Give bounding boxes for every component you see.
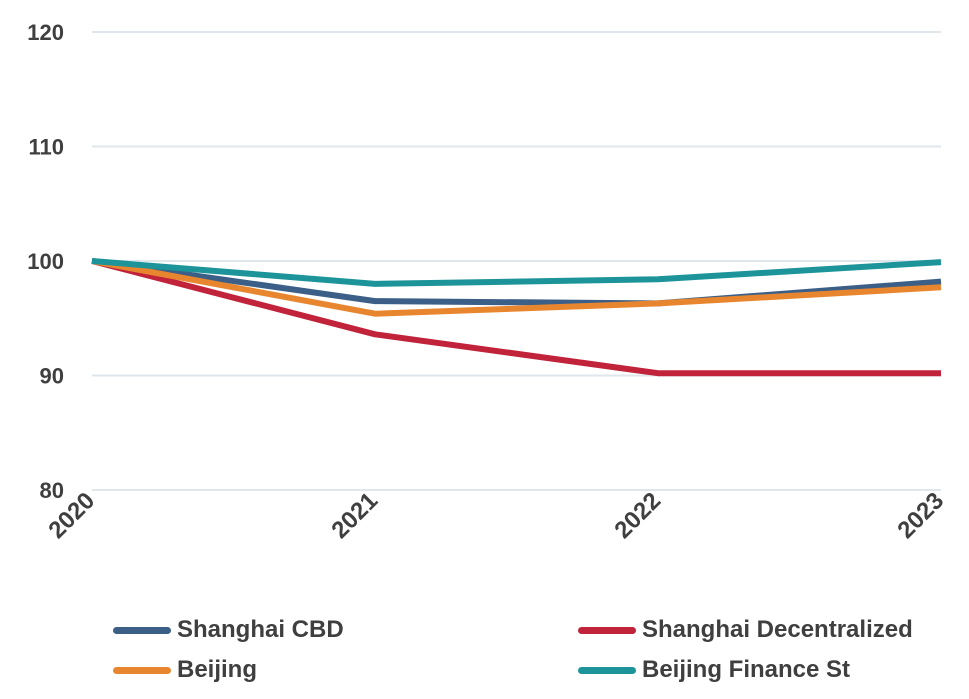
legend-swatch-shanghai-cbd — [113, 626, 171, 634]
gridlines — [92, 31, 941, 491]
series-line-beijing-finance-st — [91, 258, 942, 287]
y-tick-label-100: 100 — [27, 249, 64, 274]
legend-item-shanghai-cbd: Shanghai CBD — [113, 612, 344, 648]
y-tick-label-80: 80 — [40, 478, 64, 503]
legend-label-shanghai-decentralized: Shanghai Decentralized — [642, 616, 913, 643]
x-tick-label-2021: 2021 — [326, 487, 383, 544]
y-tick-label-90: 90 — [40, 364, 64, 389]
legend-swatch-beijing — [113, 666, 171, 674]
y-axis-ticks: 80 90 100 110 120 — [27, 20, 64, 503]
series-lines — [91, 258, 942, 377]
series-line-shanghai-decentralized — [91, 258, 941, 377]
x-tick-label-2023: 2023 — [892, 487, 949, 544]
legend-item-beijing-finance-st: Beijing Finance St — [578, 652, 850, 688]
series-line-beijing — [91, 258, 942, 317]
legend-item-beijing: Beijing — [113, 652, 257, 688]
y-tick-label-110: 110 — [29, 135, 65, 160]
y-tick-label-120: 120 — [27, 20, 64, 45]
legend-swatch-beijing-finance-st — [578, 666, 636, 674]
legend-swatch-shanghai-decentralized — [578, 626, 636, 634]
legend-label-beijing: Beijing — [177, 656, 258, 683]
x-axis-ticks: 2020 2021 2022 2023 — [43, 487, 949, 544]
legend-label-shanghai-cbd: Shanghai CBD — [177, 616, 344, 643]
legend: Shanghai CBD Shanghai Decentralized Beij… — [0, 600, 969, 699]
legend-item-shanghai-decentralized: Shanghai Decentralized — [578, 612, 913, 648]
legend-label-beijing-finance-st: Beijing Finance St — [642, 656, 851, 683]
x-tick-label-2022: 2022 — [609, 487, 666, 544]
